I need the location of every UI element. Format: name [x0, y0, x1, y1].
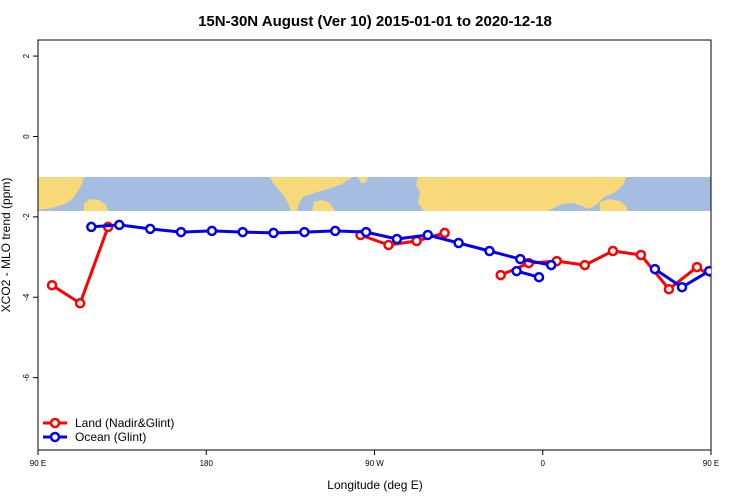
x-tick-label: 90 E: [30, 459, 46, 468]
x-tick-label: 0: [541, 459, 546, 468]
y-tick-label: 2: [22, 53, 31, 58]
data-point: [86, 221, 97, 233]
data-point: [74, 298, 86, 309]
data-point: [484, 245, 495, 257]
data-point: [663, 283, 675, 295]
data-point: [721, 281, 729, 289]
x-axis: 90 E 180 90 W 0 90 E: [30, 450, 719, 468]
land-south-america: [312, 200, 335, 211]
y-tick-label: 0: [22, 134, 31, 139]
data-point: [453, 237, 464, 249]
data-point: [299, 226, 310, 238]
series-ocean: [86, 219, 740, 293]
data-point: [268, 227, 279, 239]
data-point: [495, 269, 506, 281]
land-australia: [84, 199, 108, 211]
data-point: [691, 261, 703, 273]
series-line-segment: [654, 267, 711, 289]
data-point: [511, 265, 522, 277]
data-point: [439, 227, 450, 239]
data-point: [46, 279, 58, 291]
y-axis: 2 0 -2 -4 -6: [22, 53, 38, 381]
land-north-america: [270, 177, 352, 211]
data-point: [579, 259, 591, 271]
land-east-asia: [38, 177, 84, 210]
legend: Land (Nadir&Glint) Ocean (Glint): [43, 416, 174, 444]
legend-land-label: Land (Nadir&Glint): [75, 416, 174, 430]
legend-ocean-marker: [49, 431, 61, 443]
legend-land-marker: [49, 417, 61, 429]
data-point: [329, 225, 341, 237]
data-point: [732, 251, 740, 259]
y-axis-label: XCO2 - MLO trend (ppm): [0, 178, 13, 313]
land-africa-eurasia: [416, 177, 626, 211]
data-point: [649, 263, 661, 275]
y-tick-label: -4: [22, 293, 31, 301]
data-point: [206, 225, 218, 237]
data-point: [515, 253, 526, 265]
y-tick-label: -2: [22, 213, 31, 221]
plot-frame: [37, 39, 712, 451]
land-australia-repeat: [600, 199, 628, 211]
series-line-segment: [500, 249, 711, 291]
data-point: [114, 219, 125, 231]
series-line-segment: [91, 223, 552, 267]
data-point: [383, 239, 394, 251]
data-point: [422, 229, 434, 241]
data-point: [360, 226, 372, 238]
data-point: [703, 265, 711, 277]
x-axis-label: Longitude (deg E): [327, 478, 422, 492]
data-point: [391, 233, 403, 245]
map-land-masses: [38, 177, 628, 211]
legend-ocean-label: Ocean (Glint): [75, 430, 146, 444]
data-point: [237, 226, 248, 238]
data-point: [533, 271, 545, 283]
chart-title: 15N-30N August (Ver 10) 2015-01-01 to 20…: [198, 13, 552, 30]
data-point: [545, 259, 557, 271]
data-point: [144, 223, 156, 235]
x-tick-label: 90 W: [365, 459, 384, 468]
x-tick-label: 90 E: [703, 459, 719, 468]
data-point: [635, 249, 647, 261]
x-tick-label: 180: [200, 459, 214, 468]
land-greenland: [358, 177, 368, 183]
data-point: [607, 245, 619, 257]
series-line-segment: [51, 226, 110, 305]
y-tick-label: -6: [22, 374, 31, 382]
data-point: [676, 281, 688, 293]
data-series: [46, 219, 740, 309]
world-map-strip: [38, 177, 711, 211]
data-point: [175, 226, 187, 238]
